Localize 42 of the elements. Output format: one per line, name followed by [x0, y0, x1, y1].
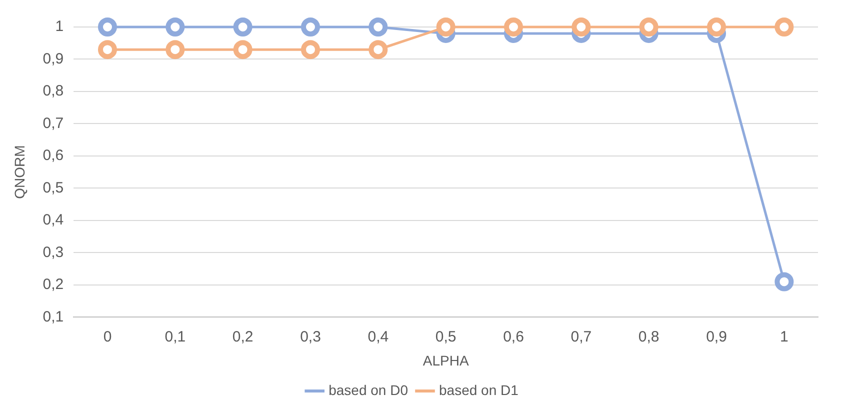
- y-tick-label: 0,5: [42, 179, 64, 196]
- y-tick-label: 0,1: [42, 308, 64, 326]
- point: [504, 18, 523, 36]
- x-tick-label: 1: [780, 328, 788, 346]
- y-tick-label: 0,4: [42, 212, 64, 229]
- y-axis-title: QNORM: [11, 145, 28, 199]
- y-tick-label: 1: [55, 18, 64, 36]
- x-axis-title: ALPHA: [422, 352, 470, 368]
- x-tick-label: 0,8: [638, 328, 660, 346]
- x-tick-label: 0: [103, 328, 112, 346]
- y-tick-label: 0,6: [42, 147, 64, 164]
- point: [98, 40, 117, 60]
- x-tick-label: 0,4: [368, 328, 389, 346]
- point: [707, 18, 726, 36]
- y-tick-label: 0,2: [42, 276, 64, 294]
- point: [639, 18, 658, 36]
- x-tick-label: 0,1: [164, 328, 186, 346]
- point: [166, 40, 185, 60]
- x-tick-label: 0,7: [570, 328, 592, 346]
- y-tick-label: 0,8: [42, 82, 64, 100]
- point: [166, 18, 185, 36]
- point: [368, 40, 388, 60]
- legend-label: based on D0: [328, 382, 408, 398]
- y-tick-label: 0,3: [42, 244, 64, 261]
- point: [368, 18, 388, 36]
- point: [233, 40, 252, 60]
- point: [774, 18, 794, 36]
- point: [98, 18, 117, 36]
- point: [572, 18, 591, 36]
- legend-label: based on D1: [439, 382, 519, 398]
- x-tick-label: 0,9: [706, 328, 727, 346]
- x-tick-label: 0,5: [435, 328, 456, 346]
- point: [300, 40, 320, 60]
- x-tick-label: 0,6: [503, 328, 524, 346]
- point: [300, 18, 320, 36]
- point: [233, 18, 252, 36]
- y-tick-label: 0,7: [42, 114, 64, 132]
- x-tick-label: 0,2: [232, 328, 254, 346]
- point: [436, 18, 456, 36]
- x-tick-label: 0,3: [300, 328, 321, 346]
- point: [774, 272, 794, 292]
- y-tick-label: 0,9: [42, 50, 64, 68]
